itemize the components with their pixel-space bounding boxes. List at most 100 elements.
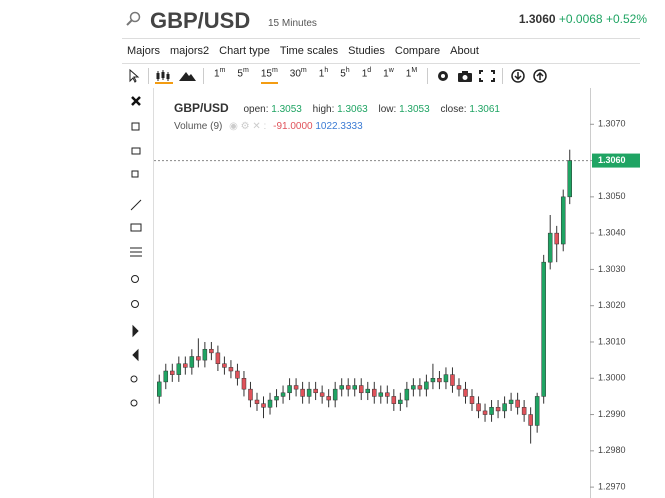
menu-bar: Majors majors2 Chart type Time scales Studie… [122, 38, 640, 64]
y-tick-label: 1.3010 [598, 336, 626, 346]
candle-body [189, 356, 195, 368]
candle-body [495, 407, 501, 412]
period-num: 5 [237, 68, 243, 80]
candle-body [248, 388, 253, 401]
open-label: open: [243, 104, 269, 115]
drawing-tools [130, 88, 154, 498]
candle-type[interactable] [153, 68, 177, 84]
period-num: 1 [383, 68, 389, 80]
candle-body [215, 352, 221, 365]
period-num: 1 [214, 68, 220, 80]
period-button[interactable]: 1w [383, 67, 394, 83]
toolbar: 1m 5m 15m 30m 1h 5h 1d 1w 1M [122, 63, 640, 88]
candle-body [209, 348, 214, 354]
camera-icon[interactable] [454, 68, 476, 84]
period-unit: h [324, 67, 329, 75]
candle-body [222, 363, 227, 368]
period-unit: m [219, 67, 226, 75]
period-button[interactable]: 1h [319, 67, 328, 83]
last-price-label: 1.3060 [598, 155, 626, 165]
interval: 15 Minutes [268, 18, 317, 29]
candle-body [508, 399, 514, 404]
candle-body [241, 378, 247, 390]
candle-body [502, 403, 507, 412]
candle-body [515, 399, 520, 408]
change: +0.0068 [558, 12, 603, 26]
candle-body [365, 388, 371, 394]
y-tick-label: 1.3030 [598, 264, 626, 274]
menu-item[interactable]: About [450, 45, 479, 57]
candle-body [202, 348, 208, 361]
close: 1.3061 [469, 104, 500, 115]
candle-body [528, 414, 533, 426]
period-button[interactable]: 15m [260, 67, 278, 84]
candle-body [463, 388, 468, 397]
fullscreen-icon[interactable] [476, 68, 498, 84]
period-unit: d [367, 67, 372, 75]
menu-item[interactable]: Time scales [279, 45, 339, 57]
candle-body [332, 388, 338, 401]
candle-body [176, 363, 182, 375]
candle-body [170, 370, 175, 375]
candle-body [567, 160, 572, 198]
high: 1.3063 [337, 104, 368, 115]
candle-body [456, 385, 462, 390]
candle-body [313, 388, 318, 394]
low: 1.3053 [399, 104, 430, 115]
period-button[interactable]: 1m [214, 67, 225, 83]
period-unit: M [411, 67, 418, 75]
period-button[interactable]: 1d [362, 67, 371, 83]
period-unit: m [271, 67, 278, 75]
menu-item[interactable]: majors2 [170, 45, 210, 57]
candle-body [352, 385, 357, 390]
candle-body [411, 385, 416, 390]
menu-item[interactable]: Compare [394, 45, 441, 57]
candle-body [450, 374, 455, 386]
last-price-box [592, 153, 640, 168]
candle-body [534, 396, 540, 426]
period-button[interactable]: 5m [237, 67, 248, 83]
y-tick-label: 1.2980 [598, 445, 626, 455]
period-num: 5 [340, 68, 346, 80]
period-button[interactable]: 1M [406, 67, 417, 83]
period-num: 1 [318, 68, 325, 80]
menu-item[interactable]: Chart type [219, 45, 270, 57]
period-num: 1 [405, 68, 412, 80]
candle-body [319, 392, 325, 397]
volume-icons[interactable]: ◉ ⚙ ✕ : [229, 121, 267, 132]
candle-body [443, 374, 449, 383]
tool-icons[interactable] [130, 122, 142, 407]
candle-body [306, 388, 312, 397]
settings-icon[interactable] [432, 68, 454, 84]
y-tick-label: 1.3050 [598, 191, 626, 201]
candle-body [228, 367, 234, 372]
candle-body [163, 370, 169, 383]
period-num: 15 [260, 68, 272, 80]
periods: 1m 5m 15m 30m 1h 5h 1d 1w 1M [208, 67, 423, 84]
menu-item[interactable]: Studies [348, 45, 385, 57]
period-button[interactable]: 5h [340, 67, 349, 83]
period-button[interactable]: 30m [290, 67, 307, 83]
volume-a: -91.0000 [273, 121, 313, 132]
delete-tool[interactable] [131, 96, 141, 106]
candle-body [391, 396, 397, 404]
mountain-type[interactable] [177, 68, 199, 84]
download-icon[interactable] [507, 68, 529, 84]
y-tick-label: 1.3070 [598, 119, 626, 129]
search-icon[interactable] [126, 11, 142, 27]
candle-body [430, 378, 436, 383]
candle-body [339, 385, 344, 390]
candle-body [378, 392, 384, 397]
candle-body [293, 385, 299, 390]
candle-body [385, 392, 390, 397]
candle-body [437, 378, 442, 383]
candle-body [482, 410, 488, 415]
candle-body [235, 370, 240, 379]
cursor-tool[interactable] [122, 68, 144, 84]
change-pct: +0.52% [605, 12, 647, 26]
quote: 1.3060 +0.0068 +0.52% [519, 12, 647, 26]
upload-icon[interactable] [529, 68, 551, 84]
candle-body [274, 396, 279, 401]
menu-item[interactable]: Majors [127, 45, 161, 57]
